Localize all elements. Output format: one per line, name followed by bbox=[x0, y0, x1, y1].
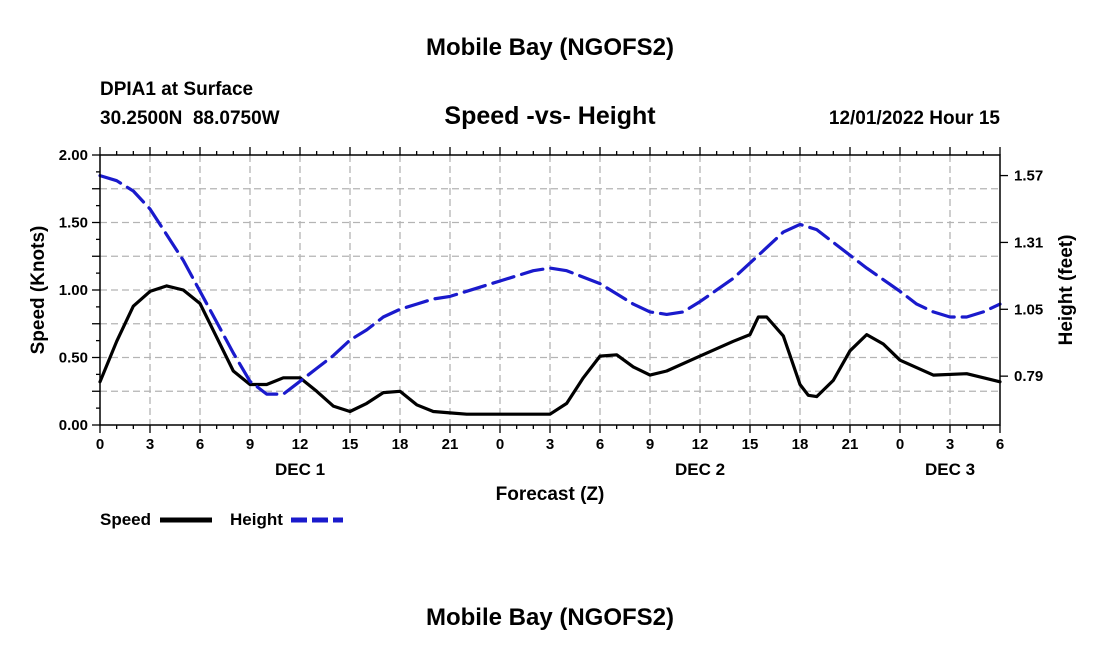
day-label: DEC 3 bbox=[925, 460, 975, 479]
x-tick-label: 0 bbox=[96, 436, 104, 453]
x-axis-label: Forecast (Z) bbox=[496, 484, 605, 505]
y2-tick-label: 1.31 bbox=[1014, 234, 1043, 251]
grid bbox=[100, 155, 1000, 425]
x-tick-label: 21 bbox=[442, 436, 459, 453]
station-coords: 30.2500N 88.0750W bbox=[100, 108, 280, 129]
x-tick-label: 15 bbox=[742, 436, 759, 453]
y-tick-label: 0.50 bbox=[59, 350, 88, 367]
x-tick-label: 3 bbox=[146, 436, 154, 453]
x-tick-label: 6 bbox=[196, 436, 204, 453]
x-tick-label: 3 bbox=[546, 436, 554, 453]
x-tick-label: 3 bbox=[946, 436, 954, 453]
y-tick-label: 1.50 bbox=[59, 215, 88, 232]
x-tick-label: 21 bbox=[842, 436, 859, 453]
y2-tick-label: 1.57 bbox=[1014, 168, 1043, 185]
x-tick-label: 6 bbox=[596, 436, 604, 453]
day-label: DEC 1 bbox=[275, 460, 325, 479]
y2-axis-label: Height (feet) bbox=[1056, 235, 1077, 346]
y-tick-label: 2.00 bbox=[59, 147, 88, 164]
x-tick-label: 18 bbox=[792, 436, 809, 453]
y-tick-label: 0.00 bbox=[59, 417, 88, 434]
station-label: DPIA1 at Surface bbox=[100, 79, 253, 100]
x-tick-label: 6 bbox=[996, 436, 1004, 453]
legend: Speed Height bbox=[100, 510, 343, 529]
series-line-height bbox=[98, 174, 1002, 396]
legend-speed-label: Speed bbox=[100, 510, 151, 529]
axes bbox=[92, 147, 1008, 433]
x-tick-label: 12 bbox=[292, 436, 309, 453]
tick-labels: 0 3 6 9 12 15 18 21 0 3 6 9 12 15 18 21 0 3 6 0.00 0.50 1.00 1… bbox=[59, 147, 1043, 479]
series-layer bbox=[98, 174, 1002, 416]
series-line-speed bbox=[98, 284, 1002, 416]
x-tick-label: 18 bbox=[392, 436, 409, 453]
y-axis-label: Speed (Knots) bbox=[28, 226, 49, 355]
x-tick-label: 0 bbox=[496, 436, 504, 453]
forecast-datetime: 12/01/2022 Hour 15 bbox=[829, 108, 1001, 129]
day-label: DEC 2 bbox=[675, 460, 725, 479]
header-title: Mobile Bay (NGOFS2) bbox=[426, 34, 674, 61]
footer-title: Mobile Bay (NGOFS2) bbox=[426, 604, 674, 631]
x-tick-label: 0 bbox=[896, 436, 904, 453]
legend-height-label: Height bbox=[230, 510, 283, 529]
x-tick-label: 12 bbox=[692, 436, 709, 453]
chart-title: Speed -vs- Height bbox=[444, 102, 656, 130]
y2-tick-label: 0.79 bbox=[1014, 368, 1043, 385]
x-tick-label: 9 bbox=[646, 436, 654, 453]
y2-tick-label: 1.05 bbox=[1014, 301, 1043, 318]
x-tick-label: 15 bbox=[342, 436, 359, 453]
x-tick-label: 9 bbox=[246, 436, 254, 453]
y-tick-label: 1.00 bbox=[59, 282, 88, 299]
